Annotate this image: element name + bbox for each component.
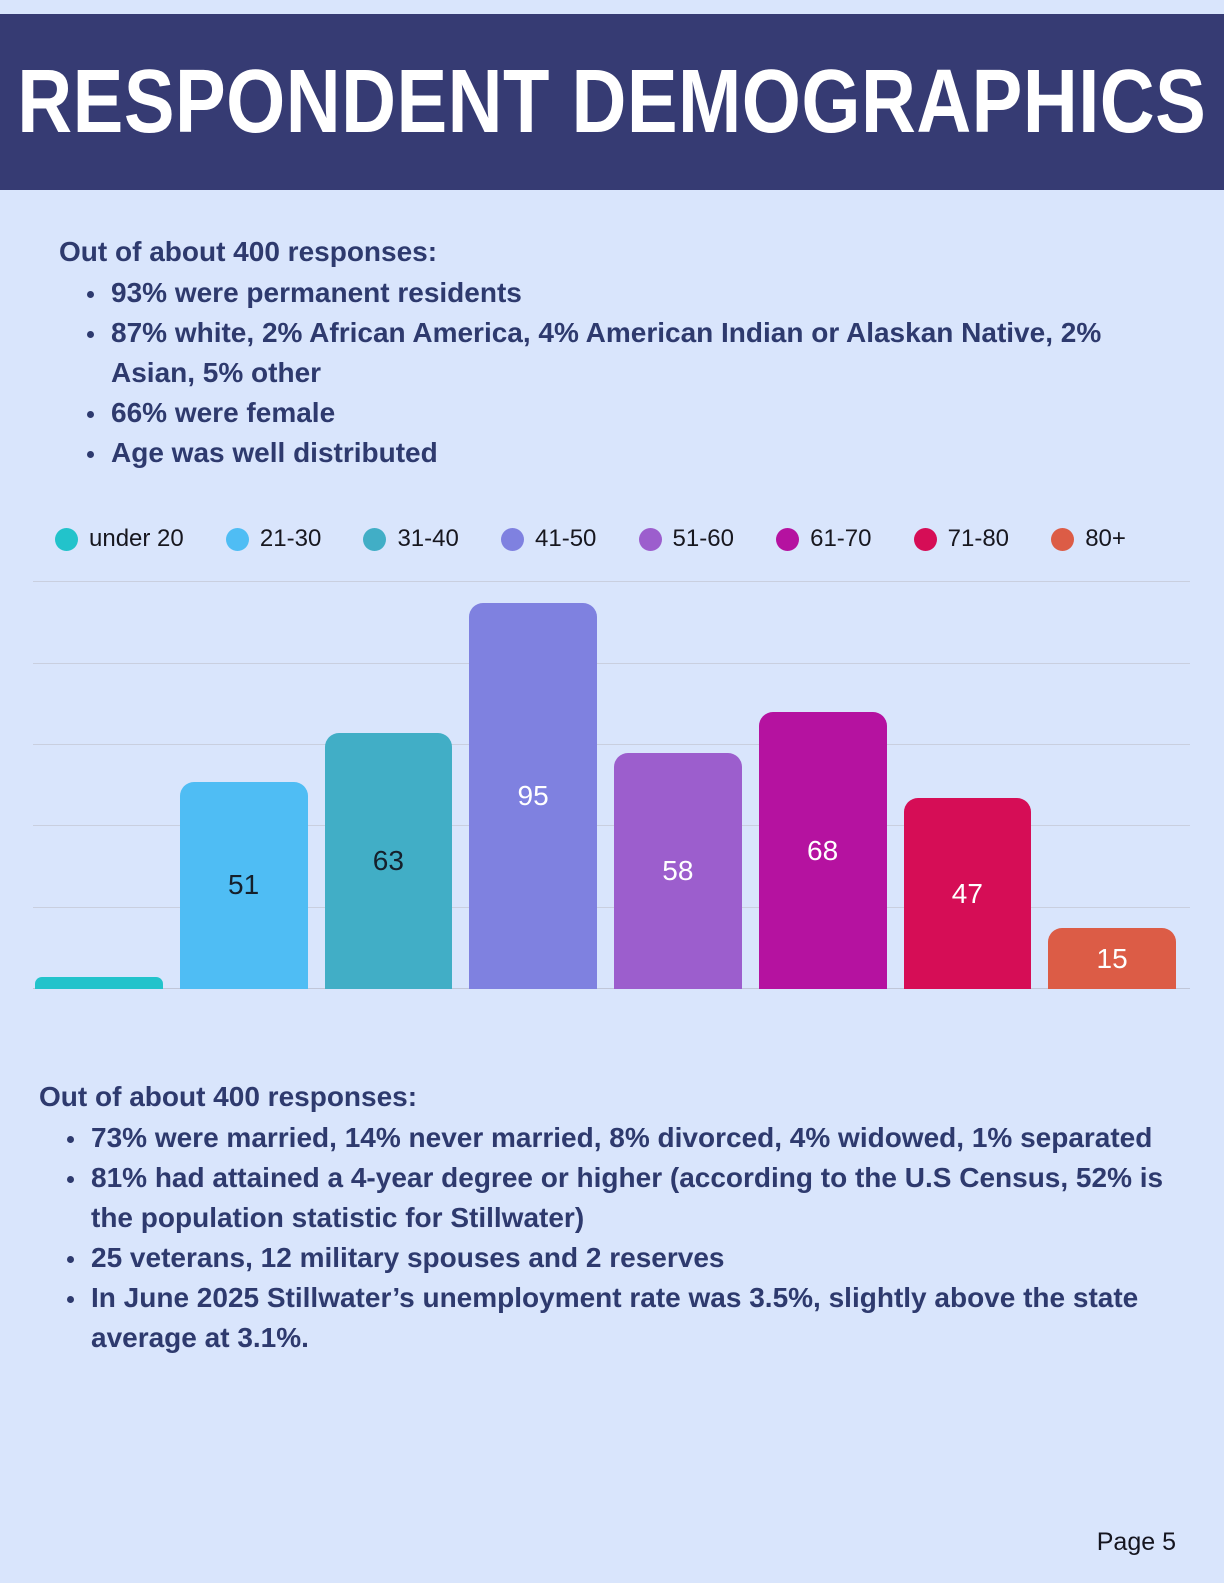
bullet-item: 73% were married, 14% never married, 8% … bbox=[88, 1118, 1179, 1158]
header-banner: RESPONDENT DEMOGRAPHICS bbox=[0, 14, 1224, 190]
legend-dot-icon bbox=[225, 527, 249, 551]
chart-legend: under 20 21-30 31-40 41-50 51-60 61-70 71-80 80… bbox=[55, 525, 1126, 553]
legend-label: 31-40 bbox=[397, 525, 459, 553]
bar-value-label: 63 bbox=[372, 844, 404, 876]
bar-41-50: 95 bbox=[469, 602, 597, 990]
bar-21-30: 51 bbox=[179, 781, 308, 990]
legend-item-31-40: 31-40 bbox=[363, 525, 459, 553]
bar-51-60: 58 bbox=[614, 753, 742, 990]
demographics-bullet-list: 93% were permanent residents87% white, 2… bbox=[59, 273, 1174, 473]
chart-bars: 51 63 95 58 68 47 15 bbox=[35, 582, 1176, 990]
legend-dot-icon bbox=[776, 527, 800, 551]
legend-item-71-80: 71-80 bbox=[913, 525, 1010, 553]
legend-item-51-60: 51-60 bbox=[638, 525, 734, 553]
bar-value-label: 95 bbox=[517, 779, 549, 811]
page-number: Page 5 bbox=[1096, 1528, 1176, 1556]
bar-31-40: 63 bbox=[324, 732, 453, 990]
legend-item-80: 80+ bbox=[1051, 525, 1126, 553]
legend-dot-icon bbox=[1051, 527, 1075, 551]
bar-value-label: 15 bbox=[1096, 942, 1128, 974]
legend-dot-icon bbox=[913, 527, 937, 551]
chart-gridline bbox=[33, 825, 1190, 827]
legend-item-41-50: 41-50 bbox=[501, 525, 596, 553]
chart-gridline bbox=[33, 581, 1190, 583]
section-heading: Out of about 400 responses: bbox=[39, 1081, 418, 1113]
legend-label: 21-30 bbox=[259, 525, 322, 553]
legend-label: 80+ bbox=[1085, 525, 1126, 553]
section-heading: Out of about 400 responses: bbox=[59, 236, 438, 267]
bar-value-label: 58 bbox=[662, 855, 694, 887]
bullet-item: 87% white, 2% African America, 4% Americ… bbox=[108, 313, 1174, 393]
bullet-item: Age was well distributed bbox=[108, 433, 1174, 473]
legend-dot-icon bbox=[363, 527, 387, 551]
bar-value-label: 68 bbox=[807, 834, 839, 866]
stats-bullet-list: 73% were married, 14% never married, 8% … bbox=[39, 1118, 1179, 1358]
bullet-item: 81% had attained a 4-year degree or high… bbox=[88, 1158, 1179, 1238]
chart-gridline bbox=[33, 744, 1190, 745]
bar-71-80: 47 bbox=[903, 797, 1032, 990]
legend-item-21-30: 21-30 bbox=[225, 525, 322, 553]
legend-label: 61-70 bbox=[810, 525, 872, 553]
chart-gridline bbox=[33, 906, 1190, 908]
legend-label: 51-60 bbox=[672, 525, 734, 553]
bar-80: 15 bbox=[1048, 928, 1176, 990]
legend-item-under-20: under 20 bbox=[55, 525, 184, 553]
bar-value-label: 47 bbox=[951, 877, 983, 909]
bullet-item: 93% were permanent residents bbox=[108, 273, 1174, 313]
legend-item-61-70: 61-70 bbox=[776, 525, 871, 553]
bullet-item: 25 veterans, 12 military spouses and 2 r… bbox=[88, 1238, 1179, 1278]
bullet-item: In June 2025 Stillwater’s unemployment r… bbox=[88, 1278, 1179, 1358]
demographics-summary-section: Out of about 400 responses: 93% were per… bbox=[59, 232, 1174, 473]
bar-under-20 bbox=[35, 976, 163, 990]
additional-stats-section: Out of about 400 responses: 73% were mar… bbox=[39, 1077, 1179, 1358]
legend-label: 41-50 bbox=[535, 525, 597, 553]
chart-baseline bbox=[33, 988, 1190, 990]
legend-dot-icon bbox=[501, 527, 524, 551]
legend-dot-icon bbox=[638, 527, 662, 551]
bar-value-label: 51 bbox=[228, 869, 260, 901]
chart-gridline bbox=[33, 662, 1190, 664]
age-distribution-bar-chart: 51 63 95 58 68 47 15 bbox=[33, 581, 1190, 990]
legend-label: under 20 bbox=[89, 525, 184, 553]
legend-label: 71-80 bbox=[947, 525, 1010, 553]
legend-dot-icon bbox=[55, 527, 78, 551]
page-title: RESPONDENT DEMOGRAPHICS bbox=[17, 51, 1207, 152]
bullet-item: 66% were female bbox=[108, 393, 1174, 433]
bar-61-70: 68 bbox=[758, 712, 887, 990]
